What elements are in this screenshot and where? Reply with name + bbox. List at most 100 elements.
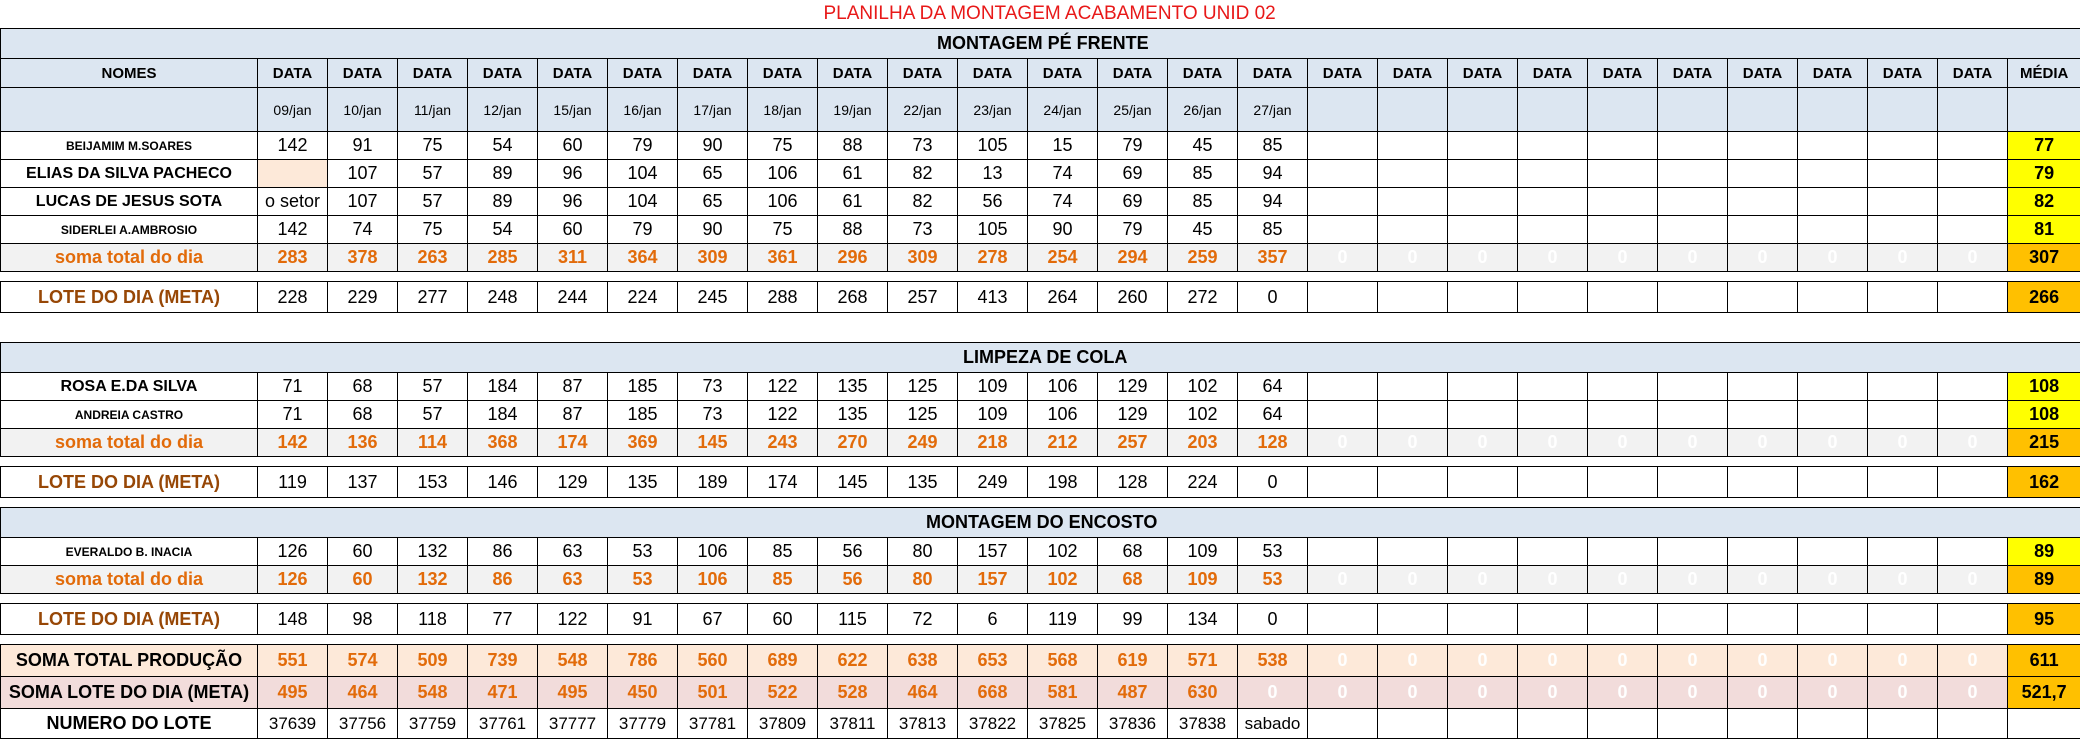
total-production-value[interactable]: 786 (608, 645, 678, 677)
worker-value[interactable]: 96 (538, 188, 608, 216)
worker-value-empty[interactable] (1728, 538, 1798, 566)
worker-value[interactable]: 122 (748, 373, 818, 401)
lot-number-value[interactable]: 37756 (328, 709, 398, 739)
worker-value-empty[interactable] (1378, 160, 1448, 188)
total-meta-zero[interactable]: 0 (1448, 677, 1518, 709)
soma-zero[interactable]: 0 (1308, 566, 1378, 594)
worker-value[interactable]: 157 (958, 538, 1028, 566)
lot-number-empty[interactable] (1798, 709, 1868, 739)
worker-value-empty[interactable] (1868, 538, 1938, 566)
worker-value[interactable]: 64 (1238, 401, 1308, 429)
worker-value-empty[interactable] (1518, 160, 1588, 188)
header-data[interactable]: DATA (398, 59, 468, 88)
lote-value[interactable]: 115 (818, 604, 888, 635)
soma-value[interactable]: 53 (1238, 566, 1308, 594)
total-production-zero[interactable]: 0 (1658, 645, 1728, 677)
soma-zero[interactable]: 0 (1868, 244, 1938, 272)
header-date[interactable]: 16/jan (608, 88, 678, 132)
lote-value[interactable]: 244 (538, 282, 608, 313)
header-data[interactable]: DATA (818, 59, 888, 88)
soma-value[interactable]: 278 (958, 244, 1028, 272)
worker-value[interactable]: 82 (888, 160, 958, 188)
total-meta-value[interactable]: 630 (1168, 677, 1238, 709)
soma-value[interactable]: 378 (328, 244, 398, 272)
header-data[interactable]: DATA (1938, 59, 2008, 88)
worker-value-empty[interactable] (1518, 216, 1588, 244)
lot-number-value[interactable]: 37779 (608, 709, 678, 739)
soma-zero[interactable]: 0 (1658, 244, 1728, 272)
worker-value[interactable]: 53 (608, 538, 678, 566)
lot-number-value[interactable]: 37761 (468, 709, 538, 739)
worker-value-empty[interactable] (1728, 373, 1798, 401)
worker-value[interactable]: 142 (258, 216, 328, 244)
worker-value[interactable]: 45 (1168, 132, 1238, 160)
lot-number-value[interactable]: 37811 (818, 709, 888, 739)
soma-value[interactable]: 53 (608, 566, 678, 594)
worker-value-empty[interactable] (1938, 373, 2008, 401)
header-date[interactable]: 26/jan (1168, 88, 1238, 132)
soma-value[interactable]: 296 (818, 244, 888, 272)
total-meta-value[interactable]: 581 (1028, 677, 1098, 709)
lote-empty[interactable] (1588, 467, 1658, 498)
worker-value[interactable]: 75 (398, 132, 468, 160)
worker-value[interactable]: 74 (1028, 160, 1098, 188)
worker-value[interactable]: 73 (678, 401, 748, 429)
section-title[interactable]: MONTAGEM DO ENCOSTO (1, 508, 2080, 538)
worker-value-empty[interactable] (1728, 160, 1798, 188)
lote-value[interactable]: 229 (328, 282, 398, 313)
worker-value-empty[interactable] (1658, 132, 1728, 160)
worker-value[interactable]: 85 (1238, 216, 1308, 244)
worker-value-empty[interactable] (1868, 401, 1938, 429)
lote-value[interactable]: 60 (748, 604, 818, 635)
total-production-zero[interactable]: 0 (1868, 645, 1938, 677)
soma-value[interactable]: 285 (468, 244, 538, 272)
spacer[interactable] (1, 594, 2080, 604)
soma-value[interactable]: 174 (538, 429, 608, 457)
worker-value[interactable]: 57 (398, 160, 468, 188)
worker-value[interactable]: 61 (818, 188, 888, 216)
lote-empty[interactable] (1728, 282, 1798, 313)
worker-value[interactable]: 87 (538, 373, 608, 401)
worker-value[interactable]: 104 (608, 188, 678, 216)
total-production-zero[interactable]: 0 (1588, 645, 1658, 677)
header-date[interactable]: 22/jan (888, 88, 958, 132)
worker-value[interactable]: 65 (678, 188, 748, 216)
soma-value[interactable]: 218 (958, 429, 1028, 457)
header-date[interactable]: 25/jan (1098, 88, 1168, 132)
header-date[interactable]: 11/jan (398, 88, 468, 132)
lot-number-value[interactable]: 37813 (888, 709, 958, 739)
total-meta-value[interactable]: 522 (748, 677, 818, 709)
soma-value[interactable]: 212 (1028, 429, 1098, 457)
lot-number-value[interactable]: 37836 (1098, 709, 1168, 739)
lote-value[interactable]: 122 (538, 604, 608, 635)
header-data[interactable]: DATA (328, 59, 398, 88)
worker-value[interactable]: 86 (468, 538, 538, 566)
header-data[interactable]: DATA (1518, 59, 1588, 88)
lote-value[interactable]: 134 (1168, 604, 1238, 635)
worker-value[interactable]: 68 (328, 401, 398, 429)
total-production-value[interactable]: 560 (678, 645, 748, 677)
worker-value-empty[interactable] (1448, 373, 1518, 401)
worker-value-empty[interactable] (1658, 373, 1728, 401)
header-data[interactable]: DATA (538, 59, 608, 88)
total-production-value[interactable]: 551 (258, 645, 328, 677)
soma-value[interactable]: 114 (398, 429, 468, 457)
lote-empty[interactable] (1448, 282, 1518, 313)
worker-value[interactable]: 57 (398, 188, 468, 216)
worker-value[interactable]: 90 (678, 216, 748, 244)
soma-value[interactable]: 294 (1098, 244, 1168, 272)
soma-value[interactable]: 368 (468, 429, 538, 457)
lote-value[interactable]: 145 (818, 467, 888, 498)
worker-media[interactable]: 108 (2008, 373, 2080, 401)
lote-value[interactable]: 72 (888, 604, 958, 635)
lote-value[interactable]: 224 (608, 282, 678, 313)
worker-value[interactable] (258, 160, 328, 188)
total-meta-value[interactable]: 464 (328, 677, 398, 709)
header-date-empty[interactable] (1378, 88, 1448, 132)
worker-value[interactable]: 54 (468, 216, 538, 244)
soma-zero[interactable]: 0 (1868, 566, 1938, 594)
soma-value[interactable]: 132 (398, 566, 468, 594)
lote-empty[interactable] (1728, 604, 1798, 635)
lote-value[interactable]: 174 (748, 467, 818, 498)
total-production-zero[interactable]: 0 (1798, 645, 1868, 677)
